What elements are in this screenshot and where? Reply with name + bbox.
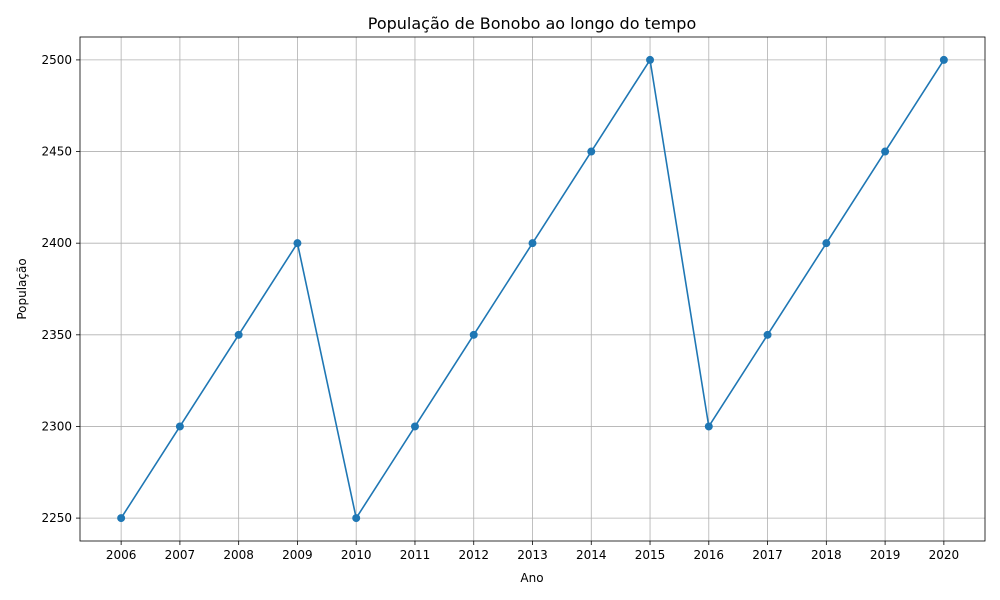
x-tick-label: 2016 — [694, 548, 725, 562]
x-tick-label: 2020 — [929, 548, 960, 562]
x-tick-label: 2014 — [576, 548, 607, 562]
data-point — [234, 330, 243, 339]
x-tick-label: 2011 — [400, 548, 431, 562]
data-point — [587, 147, 596, 156]
data-point — [469, 330, 478, 339]
data-point — [881, 147, 890, 156]
x-tick-label: 2009 — [282, 548, 313, 562]
data-point — [822, 239, 831, 248]
data-point — [528, 239, 537, 248]
data-point — [175, 422, 184, 431]
data-point — [704, 422, 713, 431]
x-tick-label: 2013 — [517, 548, 548, 562]
x-tick-label: 2008 — [223, 548, 254, 562]
data-point — [646, 55, 655, 64]
y-tick-label: 2400 — [41, 236, 72, 250]
y-tick-label: 2500 — [41, 53, 72, 67]
x-tick-label: 2006 — [106, 548, 137, 562]
series-layer — [117, 55, 948, 523]
y-tick-label: 2450 — [41, 145, 72, 159]
data-point — [410, 422, 419, 431]
x-tick-label: 2010 — [341, 548, 372, 562]
grid-lines — [80, 37, 985, 541]
x-tick-label: 2017 — [752, 548, 783, 562]
y-tick-label: 2250 — [41, 511, 72, 525]
data-point — [117, 514, 126, 523]
x-tick-label: 2007 — [165, 548, 196, 562]
axis-ticks: 2006 2007 2008 2009 2010 2011 2012 2013 2014 2015… — [41, 53, 959, 562]
x-tick-label: 2018 — [811, 548, 842, 562]
x-axis-label: Ano — [520, 571, 543, 585]
chart-title: População de Bonobo ao longo do tempo — [368, 14, 696, 33]
x-tick-label: 2015 — [635, 548, 666, 562]
data-point — [763, 330, 772, 339]
data-point — [939, 55, 948, 64]
y-tick-label: 2300 — [41, 419, 72, 433]
y-axis-label: População — [15, 258, 29, 319]
y-tick-label: 2350 — [41, 328, 72, 342]
data-point — [293, 239, 302, 248]
data-point — [352, 514, 361, 523]
x-tick-label: 2012 — [458, 548, 489, 562]
x-tick-label: 2019 — [870, 548, 901, 562]
